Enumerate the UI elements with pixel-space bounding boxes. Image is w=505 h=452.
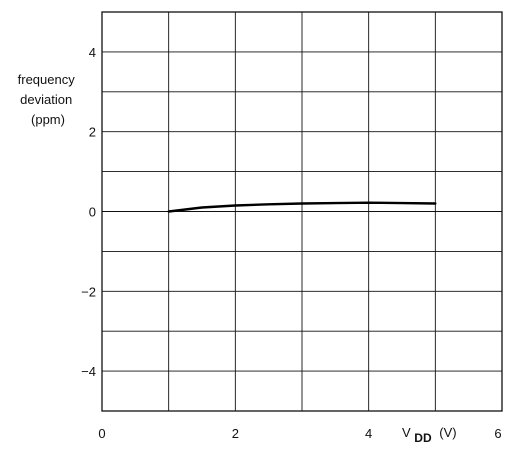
y-tick-label: 2 [89, 125, 96, 140]
series-lines [167, 201, 437, 213]
tick-labels: 4 2 0 −2 −4 0 2 4 6 [81, 45, 501, 441]
y-axis-label: frequency deviation (ppm) [18, 72, 79, 127]
y-axis-label-line: (ppm) [31, 112, 65, 127]
x-axis-label-main: V [402, 425, 411, 440]
x-axis-label-subscript: DD [414, 431, 432, 445]
x-axis-label: V DD (V) [402, 425, 457, 445]
y-axis-label-line: frequency [18, 72, 76, 87]
y-tick-label: −2 [81, 284, 96, 299]
plot-frame [101, 11, 503, 412]
y-tick-label: −4 [81, 364, 96, 379]
series-line [167, 201, 437, 213]
grid-lines [102, 12, 502, 411]
x-tick-label: 4 [365, 426, 372, 441]
y-tick-label: 4 [89, 45, 96, 60]
y-tick-label: 0 [89, 205, 96, 220]
x-tick-label: 0 [98, 426, 105, 441]
x-axis-label-unit: (V) [439, 425, 456, 440]
x-tick-label: 2 [232, 426, 239, 441]
x-tick-label: 6 [494, 426, 501, 441]
y-axis-label-line: deviation [20, 92, 72, 107]
